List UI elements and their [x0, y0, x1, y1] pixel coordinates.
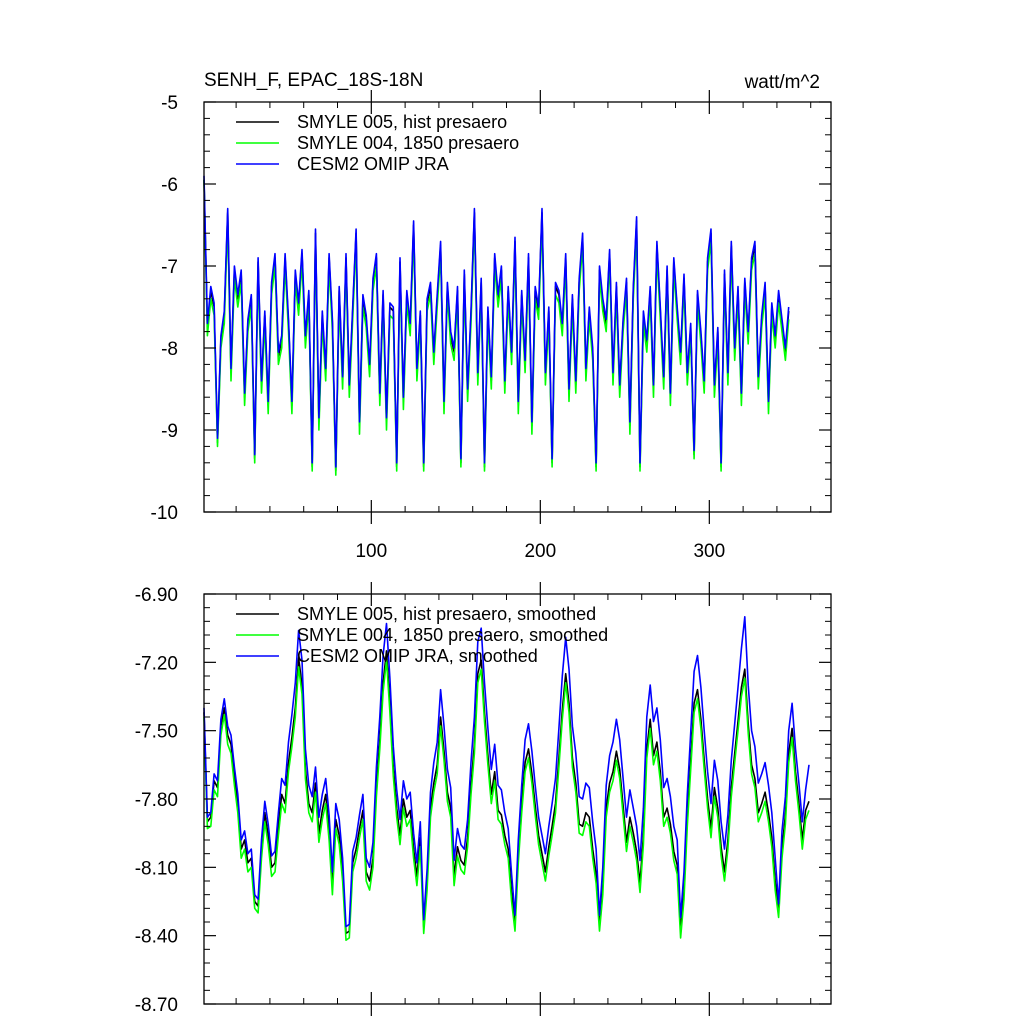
legend-label: CESM2 OMIP JRA — [297, 154, 449, 174]
legend-label: CESM2 OMIP JRA, smoothed — [297, 646, 538, 666]
y-tick-label: -9 — [161, 421, 178, 442]
x-tick-label: 300 — [693, 541, 725, 562]
y-tick-label: -8.70 — [135, 995, 178, 1016]
top-panel: 100 200 300 -5 -6 -7 -8 -9 -10 SMYLE 005, hist pr… — [151, 90, 832, 562]
figure-title: SENH_F, EPAC_18S-18N — [204, 70, 423, 91]
series-line-3 — [203, 616, 810, 928]
units-label: watt/m^2 — [744, 72, 820, 93]
y-tick-label: -8.40 — [135, 927, 178, 948]
y-tick-label: -7 — [161, 257, 178, 278]
legend-label: SMYLE 004, 1850 presaero — [297, 133, 519, 153]
x-tick-label: 200 — [524, 541, 556, 562]
y-tick-label: -5 — [161, 93, 178, 114]
y-tick-label: -7.20 — [135, 653, 178, 674]
legend-label: SMYLE 005, hist presaero, smoothed — [297, 604, 596, 624]
bottom-panel: -6.90 -7.20 -7.50 -7.80 -8.10 -8.40 -8.70 SMYLE… — [135, 582, 832, 1016]
legend-label: SMYLE 004, 1850 presaero, smoothed — [297, 625, 608, 645]
y-tick-label: -8.10 — [135, 858, 178, 879]
y-tick-label: -7.50 — [135, 722, 178, 743]
x-tick-label: 100 — [355, 541, 387, 562]
y-tick-label: -6.90 — [135, 585, 178, 606]
legend-label: SMYLE 005, hist presaero — [297, 112, 507, 132]
y-tick-label: -10 — [151, 503, 178, 524]
plot-frame — [203, 101, 832, 513]
y-tick-label: -8 — [161, 339, 178, 360]
y-tick-label: -6 — [161, 175, 178, 196]
series-line-2 — [203, 659, 810, 941]
series-line-3 — [203, 175, 790, 468]
y-tick-label: -7.80 — [135, 790, 178, 811]
